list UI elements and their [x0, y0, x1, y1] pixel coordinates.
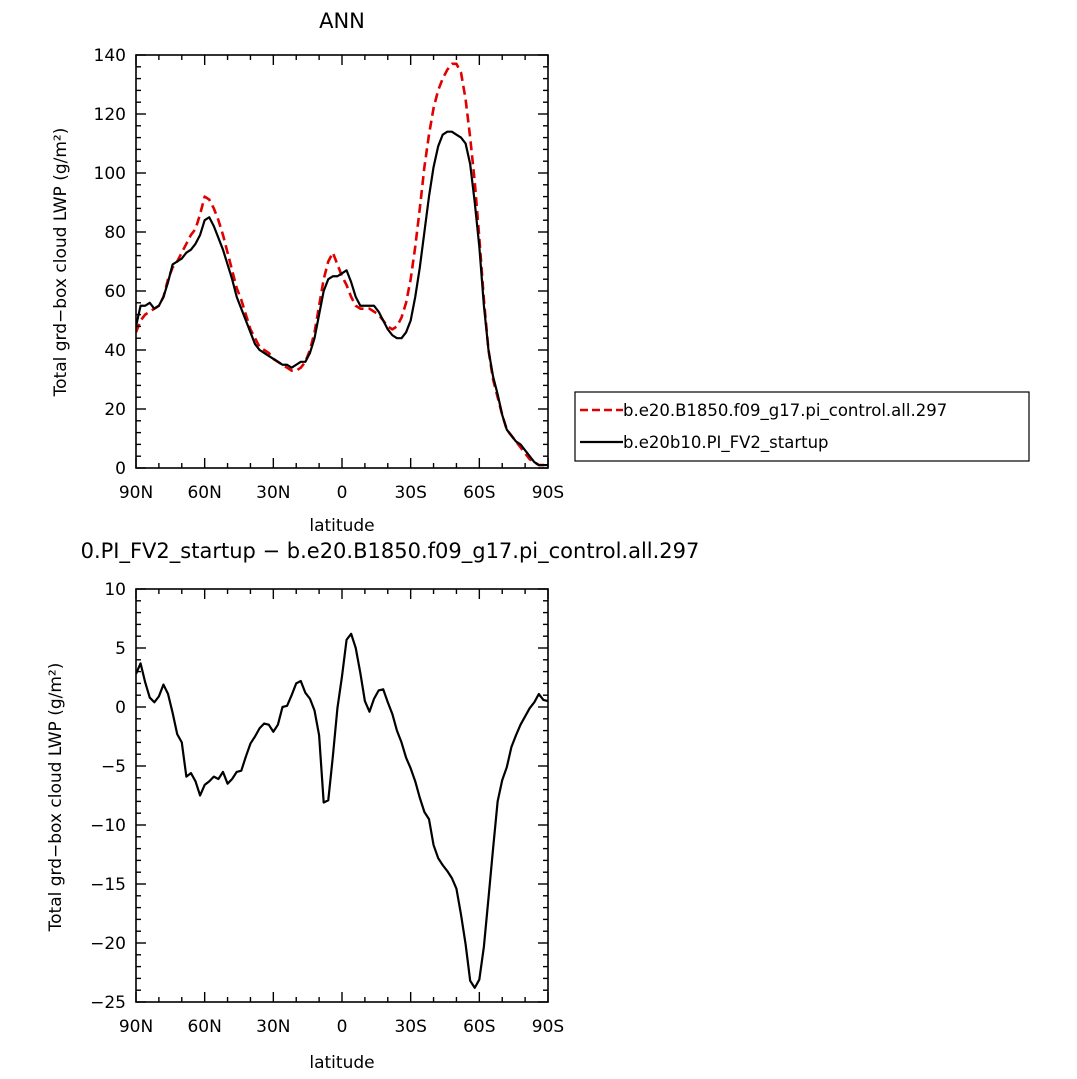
top-y-tick-label: 20 — [104, 400, 126, 420]
top-y-tick-label: 60 — [104, 282, 126, 302]
bottom-y-tick-label: −20 — [90, 934, 126, 954]
top-y-tick-label: 120 — [94, 105, 126, 125]
legend-entry-1: b.e20.B1850.f09_g17.pi_control.all.297 — [623, 401, 947, 421]
bottom-panel: 0.PI_FV2_startup − b.e20.B1850.f09_g17.p… — [46, 539, 699, 1073]
top-series-line-2 — [136, 130, 548, 467]
top-y-tick-label: 100 — [94, 164, 126, 184]
bottom-series-line-1 — [136, 632, 548, 989]
legend-box — [574, 391, 1030, 462]
top-y-tick-label: 0 — [115, 459, 126, 479]
difference-title: 0.PI_FV2_startup − b.e20.B1850.f09_g17.p… — [81, 539, 700, 564]
bottom-y-tick-label: −5 — [101, 757, 126, 777]
top-x-tick-label: 60S — [463, 483, 495, 503]
top-y-tick-label: 40 — [104, 341, 126, 361]
top-y-tick-label: 80 — [104, 223, 126, 243]
bottom-y-tick-label: −10 — [90, 816, 126, 836]
legend-entry-2: b.e20b10.PI_FV2_startup — [623, 433, 829, 453]
top-x-tick-label: 30S — [394, 483, 426, 503]
top-x-tick-label: 90N — [119, 483, 153, 503]
bottom-y-tick-label: −25 — [90, 993, 126, 1013]
top-panel: ANN 90N 60N 30N 0 30S 60S 90S 0 20 40 60 80 100 120 14… — [51, 9, 564, 536]
y-axis-label: Total grd−box cloud LWP (g/m²) — [51, 128, 71, 398]
chart-title: ANN — [319, 9, 365, 33]
bottom-x-tick-label: 90S — [532, 1017, 564, 1037]
bottom-plot-area: 90N 60N 30N 0 30S 60S 90S −25 −20 −15 −10 −5 0 5 10 — [90, 580, 564, 1037]
top-x-tick-label: 90S — [532, 483, 564, 503]
y-axis-label: Total grd−box cloud LWP (g/m²) — [46, 663, 66, 933]
bottom-x-tick-label: 30N — [256, 1017, 290, 1037]
legend: b.e20.B1850.f09_g17.pi_control.all.297 b… — [574, 391, 1030, 462]
bottom-x-tick-label: 30S — [394, 1017, 426, 1037]
bottom-y-tick-label: 5 — [115, 639, 126, 659]
bottom-y-tick-label: 10 — [104, 580, 126, 600]
top-plot-frame — [135, 54, 549, 469]
top-x-tick-label: 60N — [187, 483, 221, 503]
top-x-tick-label: 30N — [256, 483, 290, 503]
bottom-x-tick-label: 60S — [463, 1017, 495, 1037]
bottom-x-tick-label: 0 — [337, 1017, 348, 1037]
bottom-plot-frame — [135, 588, 549, 1003]
bottom-y-tick-label: 0 — [115, 698, 126, 718]
top-plot-area: 90N 60N 30N 0 30S 60S 90S 0 20 40 60 80 100 120 140 — [94, 46, 565, 503]
x-axis-label: latitude — [309, 516, 374, 536]
top-x-tick-label: 0 — [337, 483, 348, 503]
x-axis-label: latitude — [309, 1053, 374, 1073]
bottom-x-tick-label: 60N — [187, 1017, 221, 1037]
top-series-line-1 — [136, 62, 548, 467]
bottom-x-tick-label: 90N — [119, 1017, 153, 1037]
bottom-y-tick-label: −15 — [90, 875, 126, 895]
top-y-tick-label: 140 — [94, 46, 126, 66]
